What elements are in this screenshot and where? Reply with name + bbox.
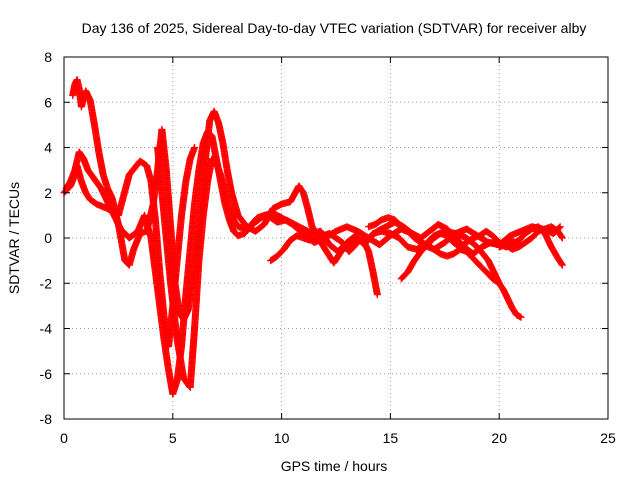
x-axis-label: GPS time / hours (281, 458, 388, 474)
series-arc-4 (153, 143, 565, 392)
y-axis-label: SDTVAR / TECUs (6, 182, 22, 294)
x-tick-label: 0 (60, 430, 68, 446)
y-tick-label: -2 (40, 275, 53, 291)
y-tick-label: -6 (40, 366, 53, 382)
y-tick-label: 6 (44, 94, 52, 110)
x-tick-label: 25 (600, 430, 616, 446)
y-tick-label: -8 (40, 411, 53, 427)
x-tick-label: 15 (383, 430, 399, 446)
y-tick-label: 8 (44, 49, 52, 65)
y-tick-label: 0 (44, 230, 52, 246)
x-tick-label: 20 (491, 430, 507, 446)
y-tick-label: -4 (40, 321, 53, 337)
x-tick-label: 5 (169, 430, 177, 446)
axis-ticks: 0 5 10 15 20 25 -8 -6 -4 -2 0 2 4 6 8 (40, 49, 616, 446)
series-arc-3 (68, 75, 521, 324)
data-points (59, 75, 567, 399)
x-tick-label: 10 (274, 430, 290, 446)
chart-title: Day 136 of 2025, Sidereal Day-to-day VTE… (82, 20, 587, 36)
y-tick-label: 4 (44, 140, 52, 156)
y-tick-label: 2 (44, 185, 52, 201)
